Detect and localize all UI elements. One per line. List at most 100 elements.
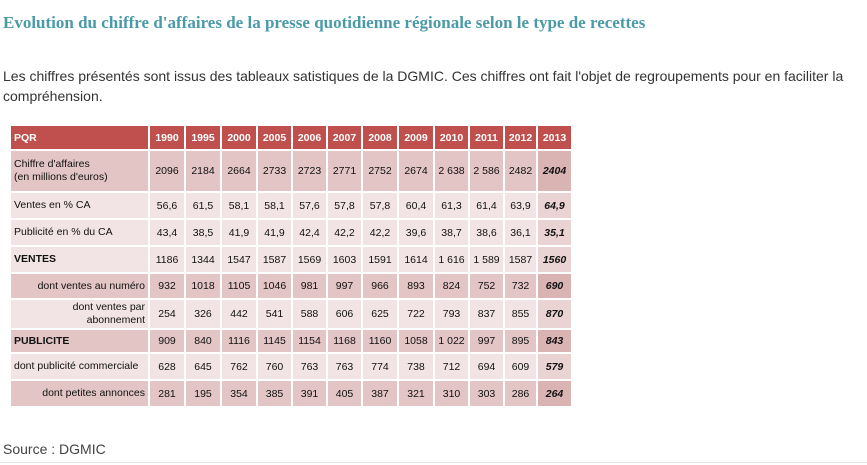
table-cell: 387 xyxy=(363,381,399,408)
row-label: dont ventes au numéro xyxy=(11,274,150,300)
table-row: Chiffre d'affaires (en millions d'euros) 2… xyxy=(11,151,573,193)
table-cell: 763 xyxy=(328,354,363,381)
table-header-row: PQR 1990 1995 2000 2005 2006 2007 2008 2… xyxy=(11,126,573,151)
table-cell: 1154 xyxy=(293,330,328,354)
table-cell: 1116 xyxy=(222,330,258,354)
table-cell: 645 xyxy=(186,354,222,381)
table-cell: 354 xyxy=(222,381,258,408)
year-header: 2013 xyxy=(538,126,573,151)
table-cell: 57,6 xyxy=(293,193,328,220)
table-cell: 38,6 xyxy=(470,220,505,247)
table-cell: 2723 xyxy=(293,151,328,193)
year-header: 2005 xyxy=(258,126,293,151)
table-cell: 1145 xyxy=(258,330,293,354)
table-cell: 760 xyxy=(258,354,293,381)
table-cell: 321 xyxy=(399,381,435,408)
row-label: Chiffre d'affaires (en millions d'euros) xyxy=(11,151,150,193)
year-header: 2012 xyxy=(505,126,538,151)
table-cell: 752 xyxy=(470,274,505,300)
table-cell: 405 xyxy=(328,381,363,408)
table-cell: 281 xyxy=(150,381,186,408)
table-cell: 893 xyxy=(399,274,435,300)
table-cell: 38,7 xyxy=(435,220,470,247)
table-cell: 254 xyxy=(150,300,186,330)
table-cell: 1186 xyxy=(150,247,186,274)
table-cell: 712 xyxy=(435,354,470,381)
table-cell: 1018 xyxy=(186,274,222,300)
table-cell: 843 xyxy=(538,330,573,354)
table-row: dont petites annonces 281 195 354 385 391 405 3… xyxy=(11,381,573,408)
row-label: dont ventes par abonnement xyxy=(11,300,150,330)
table-cell: 1591 xyxy=(363,247,399,274)
table-cell: 42,2 xyxy=(363,220,399,247)
row-label: Ventes en % CA xyxy=(11,193,150,220)
table-row: dont publicité commerciale 628 645 762 760 76… xyxy=(11,354,573,381)
page-title: Evolution du chiffre d'affaires de la pr… xyxy=(3,13,646,32)
table-row: VENTES 1186 1344 1547 1587 1569 1603 1591 1614 1 … xyxy=(11,247,573,274)
table-cell: 738 xyxy=(399,354,435,381)
year-header: 2000 xyxy=(222,126,258,151)
year-header: 1995 xyxy=(186,126,222,151)
table-cell: 2 586 xyxy=(470,151,505,193)
table-cell: 690 xyxy=(538,274,573,300)
row-label: dont publicité commerciale xyxy=(11,354,150,381)
table-cell: 588 xyxy=(293,300,328,330)
intro-paragraph: Les chiffres présentés sont issus des ta… xyxy=(3,68,844,104)
year-header: 2010 xyxy=(435,126,470,151)
table-cell: 694 xyxy=(470,354,505,381)
header-label: PQR xyxy=(11,126,150,151)
table-cell: 35,1 xyxy=(538,220,573,247)
table-cell: 997 xyxy=(470,330,505,354)
table-cell: 2733 xyxy=(258,151,293,193)
table-cell: 840 xyxy=(186,330,222,354)
table-cell: 1 589 xyxy=(470,247,505,274)
table-cell: 2184 xyxy=(186,151,222,193)
table-cell: 2752 xyxy=(363,151,399,193)
table-cell: 38,5 xyxy=(186,220,222,247)
row-label: PUBLICITE xyxy=(11,330,150,354)
table-cell: 286 xyxy=(505,381,538,408)
table-cell: 43,4 xyxy=(150,220,186,247)
table-cell: 63,9 xyxy=(505,193,538,220)
table-row: Ventes en % CA 56,6 61,5 58,1 58,1 57,6 57,8 57… xyxy=(11,193,573,220)
table-cell: 36,1 xyxy=(505,220,538,247)
table-cell: 1603 xyxy=(328,247,363,274)
table-cell: 1105 xyxy=(222,274,258,300)
table-cell: 1587 xyxy=(258,247,293,274)
table-cell: 2664 xyxy=(222,151,258,193)
year-header: 2008 xyxy=(363,126,399,151)
table-cell: 39,6 xyxy=(399,220,435,247)
table-cell: 1569 xyxy=(293,247,328,274)
table-cell: 385 xyxy=(258,381,293,408)
table-cell: 579 xyxy=(538,354,573,381)
table-cell: 1 616 xyxy=(435,247,470,274)
table-row: dont ventes par abonnement 254 326 442 541 588… xyxy=(11,300,573,330)
table-cell: 326 xyxy=(186,300,222,330)
table-cell: 763 xyxy=(293,354,328,381)
table-cell: 895 xyxy=(505,330,538,354)
table-cell: 2674 xyxy=(399,151,435,193)
table-cell: 606 xyxy=(328,300,363,330)
table-cell: 981 xyxy=(293,274,328,300)
table-cell: 61,3 xyxy=(435,193,470,220)
table-cell: 195 xyxy=(186,381,222,408)
table-cell: 57,8 xyxy=(363,193,399,220)
table-cell: 793 xyxy=(435,300,470,330)
table-cell: 264 xyxy=(538,381,573,408)
table-cell: 58,1 xyxy=(258,193,293,220)
table-cell: 64,9 xyxy=(538,193,573,220)
table-cell: 628 xyxy=(150,354,186,381)
table-cell: 57,8 xyxy=(328,193,363,220)
table-cell: 1058 xyxy=(399,330,435,354)
table-cell: 1160 xyxy=(363,330,399,354)
table-row: Publicité en % du CA 43,4 38,5 41,9 41,9 42,4… xyxy=(11,220,573,247)
year-header: 2006 xyxy=(293,126,328,151)
table-cell: 1344 xyxy=(186,247,222,274)
table-cell: 824 xyxy=(435,274,470,300)
year-header: 2011 xyxy=(470,126,505,151)
pqr-revenue-table: PQR 1990 1995 2000 2005 2006 2007 2008 2… xyxy=(11,126,573,408)
table-cell: 42,4 xyxy=(293,220,328,247)
table-cell: 61,4 xyxy=(470,193,505,220)
table-cell: 837 xyxy=(470,300,505,330)
row-label: Publicité en % du CA xyxy=(11,220,150,247)
